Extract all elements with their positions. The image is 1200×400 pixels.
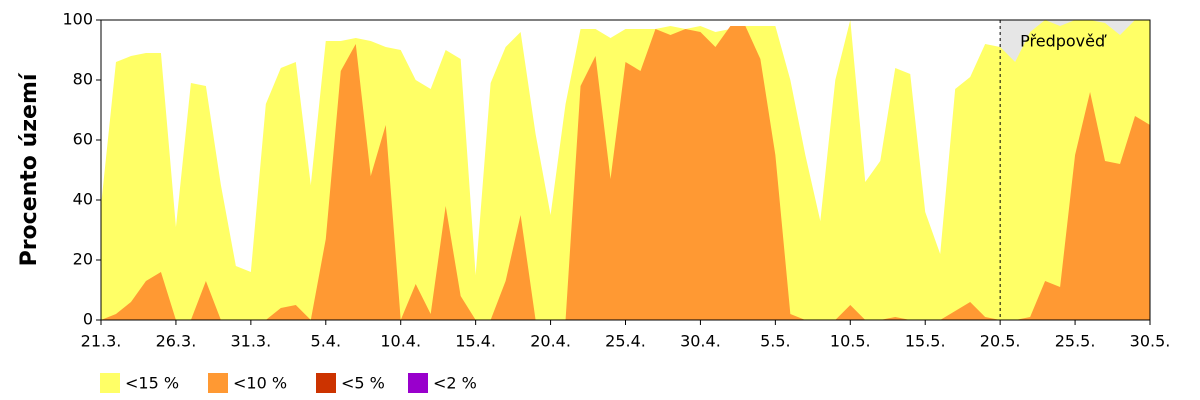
legend-label: <2 % [433,374,477,393]
x-tick-label: 21.3. [81,332,122,351]
legend-swatch [208,373,228,393]
y-tick-label: 20 [73,250,93,269]
x-tick-label: 5.4. [311,332,342,351]
x-tick-label: 30.4. [680,332,721,351]
x-tick-label: 31.3. [230,332,271,351]
y-tick-label: 40 [73,190,93,209]
x-tick-label: 5.5. [760,332,791,351]
x-tick-label: 15.4. [455,332,496,351]
area [101,26,1150,320]
annotation: Předpověď [1020,32,1107,51]
y-axis-label: Procento území [17,72,42,266]
legend-label: <10 % [233,374,287,393]
x-tick-label: 20.4. [530,332,571,351]
x-tick-label: 15.5. [905,332,946,351]
x-tick-label: 10.4. [380,332,421,351]
y-tick-label: 0 [83,310,93,329]
x-tick-label: 25.5. [1055,332,1096,351]
x-tick-label: 25.4. [605,332,646,351]
legend-swatch [408,373,428,393]
y-tick-label: 100 [62,10,93,29]
x-tick-label: 30.5. [1130,332,1171,351]
legend-label: <5 % [341,374,385,393]
x-tick-label: 20.5. [980,332,1021,351]
legend-swatch [316,373,336,393]
legend-swatch [100,373,120,393]
y-tick-label: 60 [73,130,93,149]
legend-label: <15 % [125,374,179,393]
y-tick-label: 80 [73,70,93,89]
x-tick-label: 10.5. [830,332,871,351]
x-tick-label: 26.3. [156,332,197,351]
